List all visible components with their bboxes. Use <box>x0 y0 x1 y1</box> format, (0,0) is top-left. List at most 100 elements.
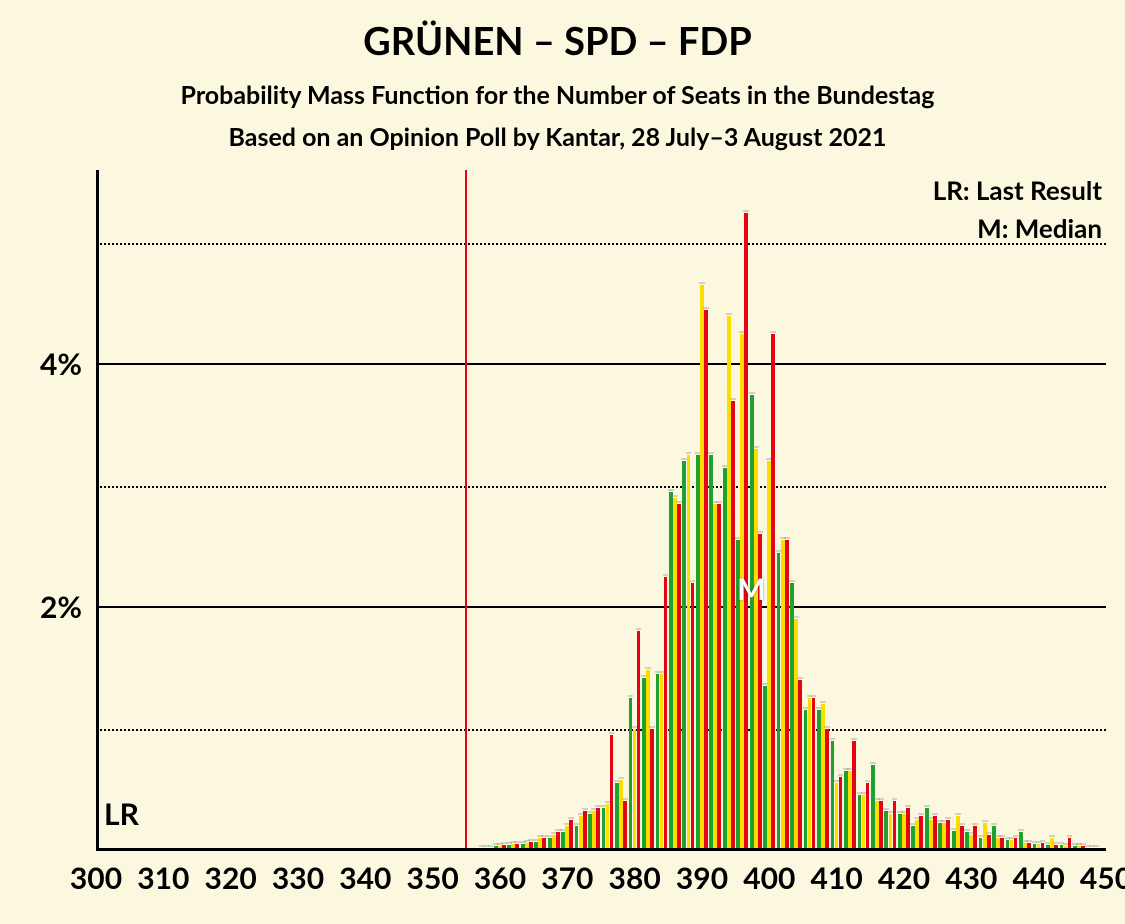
x-axis-tick-label: 310 <box>137 860 189 896</box>
bar-cap <box>811 695 817 697</box>
x-axis-tick-label: 300 <box>70 860 122 896</box>
pmf-bar <box>744 213 748 851</box>
x-axis-tick-label: 380 <box>609 860 661 896</box>
bar-cap <box>905 805 911 807</box>
pmf-bar <box>717 504 721 850</box>
bar-cap <box>749 392 755 394</box>
pmf-bar <box>960 826 964 850</box>
pmf-bar <box>919 816 923 850</box>
pmf-bar <box>704 310 708 850</box>
gridline-minor <box>96 243 1106 245</box>
bar-cap <box>676 501 682 503</box>
x-axis-tick-label: 440 <box>1013 860 1065 896</box>
bar-cap <box>716 501 722 503</box>
bar-cap <box>618 777 624 779</box>
bar-cap <box>1067 835 1073 837</box>
bar-cap <box>838 774 844 776</box>
pmf-bar <box>664 577 668 850</box>
bar-cap <box>770 331 776 333</box>
bar-cap <box>932 813 938 815</box>
bar-cap <box>708 452 714 454</box>
bar-cap <box>663 574 669 576</box>
bar-cap <box>784 537 790 539</box>
bar-cap <box>568 817 574 819</box>
pmf-bar <box>771 334 775 850</box>
chart-subtitle-2: Based on an Opinion Poll by Kantar, 28 J… <box>0 122 1115 152</box>
legend-line-lr: LR: Last Result <box>933 174 1102 206</box>
y-axis-tick-label: 4% <box>40 346 82 382</box>
bar-cap <box>986 832 992 834</box>
gridline-major <box>96 363 1106 365</box>
bar-cap <box>690 580 696 582</box>
pmf-bar <box>825 729 829 850</box>
legend-line-m: M: Median <box>933 212 1102 244</box>
bar-cap <box>668 489 674 491</box>
bar-cap <box>789 580 795 582</box>
x-axis-tick-label: 430 <box>945 860 997 896</box>
bar-cap <box>820 701 826 703</box>
pmf-bar <box>677 504 681 850</box>
bar-cap <box>753 446 759 448</box>
bar-cap <box>878 798 884 800</box>
bar-cap <box>672 495 678 497</box>
chart-subtitle-1: Probability Mass Function for the Number… <box>0 80 1115 110</box>
x-axis-tick-label: 400 <box>743 860 795 896</box>
pmf-bar <box>852 741 856 850</box>
bar-cap <box>699 282 705 284</box>
gridline-major <box>96 606 1106 608</box>
bar-cap <box>743 210 749 212</box>
plot-area: LR: Last Result M: Median 2%4%3003103203… <box>96 170 1106 850</box>
bar-cap <box>924 805 930 807</box>
bar-cap <box>918 813 924 815</box>
chart-title: GRÜNEN – SPD – FDP <box>0 18 1115 64</box>
pmf-bar <box>866 783 870 850</box>
bar-cap <box>959 823 965 825</box>
x-axis-tick-label: 350 <box>407 860 459 896</box>
pmf-bar <box>879 801 883 850</box>
bar-cap <box>851 738 857 740</box>
median-label: M <box>737 571 765 607</box>
pmf-bar <box>731 401 735 850</box>
gridline-minor <box>96 729 1106 731</box>
x-axis-tick-label: 330 <box>272 860 324 896</box>
pmf-bar <box>812 698 816 850</box>
bar-cap <box>1013 835 1019 837</box>
x-axis-tick-label: 370 <box>541 860 593 896</box>
pmf-bar <box>583 811 587 850</box>
bar-cap <box>1049 835 1055 837</box>
bar-cap <box>636 628 642 630</box>
x-axis-tick-label: 360 <box>474 860 526 896</box>
pmf-bar <box>785 540 789 850</box>
bar-cap <box>991 823 997 825</box>
bar-cap <box>830 738 836 740</box>
pmf-bar <box>596 808 600 851</box>
bar-cap <box>730 398 736 400</box>
chart-canvas: © 2021 Filip van Laenen GRÜNEN – SPD – F… <box>0 0 1125 924</box>
bar-cap <box>955 813 961 815</box>
bar-cap <box>865 780 871 782</box>
pmf-bar <box>610 735 614 850</box>
bar-cap <box>757 531 763 533</box>
bar-cap <box>824 726 830 728</box>
bar-cap <box>964 829 970 831</box>
chart-legend: LR: Last Result M: Median <box>933 174 1102 250</box>
bar-cap <box>645 667 651 669</box>
pmf-bar <box>933 816 937 850</box>
last-result-label: LR <box>104 796 139 832</box>
y-axis-tick-label: 2% <box>40 589 82 625</box>
pmf-bar <box>973 826 977 850</box>
bar-cap <box>649 726 655 728</box>
bar-cap <box>622 798 628 800</box>
bar-cap <box>1094 845 1100 847</box>
bar-cap <box>609 732 615 734</box>
pmf-bar <box>650 729 654 850</box>
pmf-bar <box>839 777 843 850</box>
pmf-bar <box>691 583 695 850</box>
bar-cap <box>1018 829 1024 831</box>
gridline-minor <box>96 486 1106 488</box>
x-axis-tick-label: 410 <box>811 860 863 896</box>
x-axis-tick-label: 340 <box>339 860 391 896</box>
pmf-bar <box>893 801 897 850</box>
pmf-bar <box>569 820 573 850</box>
bar-cap <box>793 616 799 618</box>
